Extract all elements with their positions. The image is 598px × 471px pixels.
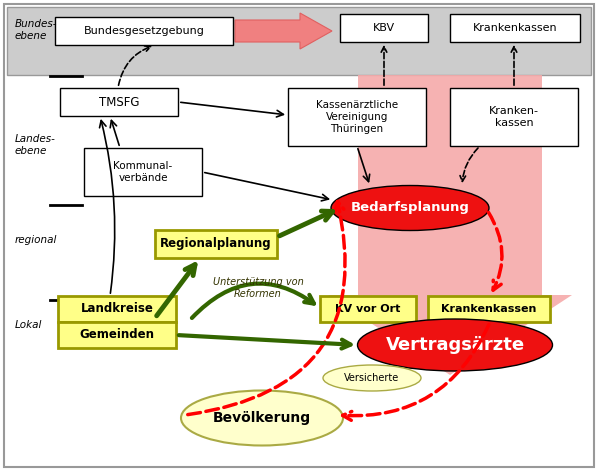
Text: Krankenkassen: Krankenkassen: [441, 304, 536, 314]
Bar: [155, 230, 277, 258]
Ellipse shape: [323, 365, 421, 391]
Bar: [58, 296, 176, 322]
Bar: [58, 322, 176, 348]
Bar: [288, 88, 426, 146]
Ellipse shape: [181, 390, 343, 446]
Polygon shape: [328, 75, 572, 375]
Ellipse shape: [358, 319, 553, 371]
Text: Landkreise: Landkreise: [81, 302, 154, 316]
Polygon shape: [235, 13, 332, 49]
Text: Krankenkassen: Krankenkassen: [472, 23, 557, 33]
Text: Lokal: Lokal: [15, 320, 42, 330]
Bar: [55, 17, 233, 45]
Text: regional: regional: [15, 235, 57, 245]
Bar: [450, 88, 578, 146]
FancyArrowPatch shape: [192, 284, 314, 318]
Text: Kommunal-
verbände: Kommunal- verbände: [114, 161, 173, 183]
Text: TMSFG: TMSFG: [99, 96, 139, 108]
Text: Bundesgesetzgebung: Bundesgesetzgebung: [84, 26, 205, 36]
Text: Unterstützung von
Reformen: Unterstützung von Reformen: [213, 277, 303, 299]
Text: KBV: KBV: [373, 23, 395, 33]
Bar: [320, 296, 416, 322]
Text: Kassenärztliche
Vereinigung
Thüringen: Kassenärztliche Vereinigung Thüringen: [316, 100, 398, 134]
Text: KV vor Ort: KV vor Ort: [335, 304, 401, 314]
Bar: [84, 148, 202, 196]
Text: Vertragsärzte: Vertragsärzte: [386, 336, 524, 354]
Bar: [7, 7, 591, 75]
Text: Versicherte: Versicherte: [344, 373, 399, 383]
Text: Landes-
ebene: Landes- ebene: [15, 134, 56, 156]
Bar: [340, 14, 428, 42]
Bar: [60, 88, 178, 116]
Text: Kranken-
kassen: Kranken- kassen: [489, 106, 539, 128]
Bar: [428, 296, 550, 322]
Bar: [450, 14, 580, 42]
Ellipse shape: [331, 186, 489, 230]
Text: Bedarfsplanung: Bedarfsplanung: [350, 202, 469, 214]
Text: Regionalplanung: Regionalplanung: [160, 237, 272, 251]
Text: Bevölkerung: Bevölkerung: [213, 411, 311, 425]
Text: Bundes-
ebene: Bundes- ebene: [15, 19, 57, 41]
Text: Gemeinden: Gemeinden: [80, 328, 154, 341]
